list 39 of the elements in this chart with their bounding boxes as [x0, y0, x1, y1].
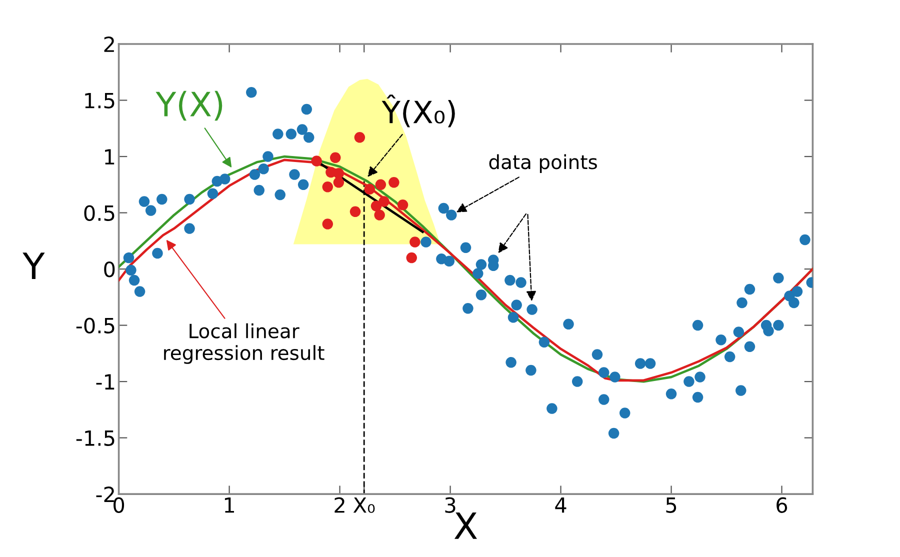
- x-tick-label: 4: [555, 497, 566, 513]
- y-axis-title: Y: [22, 252, 45, 279]
- point: [322, 218, 334, 230]
- point: [388, 177, 400, 188]
- y-tick-label: -1.5: [76, 430, 114, 446]
- y-tick-label: 2: [104, 36, 114, 52]
- y-tick-label: 1.5: [85, 92, 114, 108]
- x-tick-label: 3: [445, 497, 456, 513]
- y-tick-label: 1: [105, 149, 114, 164]
- x-tick-label: 2: [334, 497, 344, 513]
- x-tick-label: 6: [776, 497, 788, 513]
- point: [374, 210, 385, 220]
- point: [333, 168, 344, 179]
- point: [410, 236, 420, 248]
- annotation: Local linear regression result: [164, 323, 324, 364]
- point: [330, 152, 341, 164]
- annotation: Y(X): [156, 90, 222, 121]
- point: [354, 132, 366, 143]
- point: [397, 200, 408, 210]
- annotation: data points: [489, 154, 597, 174]
- x-tick-label: 5: [666, 497, 676, 513]
- point: [322, 182, 334, 192]
- point: [378, 196, 390, 207]
- point: [364, 184, 375, 195]
- point: [370, 200, 382, 212]
- point: [406, 252, 417, 264]
- x-axis-title: X: [454, 512, 477, 539]
- x-tick-label: X₀: [353, 497, 375, 513]
- y-tick-label: 0: [104, 261, 115, 278]
- y-tick-label: 0.5: [84, 205, 114, 221]
- point: [333, 177, 344, 188]
- y-tick-label: -2: [96, 486, 114, 502]
- annotation: Ŷ(X₀): [382, 94, 455, 128]
- y-tick-label: -1: [96, 374, 114, 390]
- x-tick-label: 1: [224, 497, 234, 513]
- point: [350, 206, 361, 218]
- point: [375, 179, 386, 190]
- y-tick-label: -0.5: [76, 318, 114, 334]
- point: [311, 156, 322, 166]
